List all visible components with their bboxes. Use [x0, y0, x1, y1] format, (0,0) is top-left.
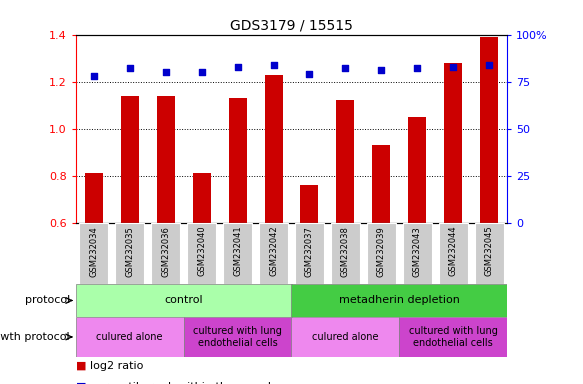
Bar [76, 284, 292, 317]
Point [269, 61, 278, 68]
Text: cultured with lung
endothelial cells: cultured with lung endothelial cells [409, 326, 498, 348]
Point [377, 67, 386, 73]
Bar [292, 284, 507, 317]
Text: GSM232037: GSM232037 [305, 226, 314, 276]
Text: ■: ■ [76, 361, 86, 371]
FancyBboxPatch shape [439, 223, 468, 284]
Point [305, 71, 314, 77]
Point [233, 63, 242, 70]
Point [161, 69, 170, 75]
Point [125, 65, 134, 71]
Text: metadherin depletion: metadherin depletion [339, 295, 460, 306]
FancyBboxPatch shape [331, 223, 360, 284]
Point [89, 73, 99, 79]
FancyBboxPatch shape [223, 223, 252, 284]
Bar [85, 173, 103, 223]
Text: GSM232036: GSM232036 [161, 226, 170, 276]
Bar [76, 317, 184, 357]
Text: ■: ■ [76, 382, 86, 384]
Text: culured alone: culured alone [312, 332, 379, 342]
Text: GSM232043: GSM232043 [413, 226, 422, 276]
Text: GSM232039: GSM232039 [377, 226, 386, 276]
Point [413, 65, 422, 71]
FancyBboxPatch shape [403, 223, 431, 284]
Text: GSM232034: GSM232034 [89, 226, 99, 276]
Point [484, 61, 494, 68]
Text: cultured with lung
endothelial cells: cultured with lung endothelial cells [193, 326, 282, 348]
FancyBboxPatch shape [259, 223, 288, 284]
Bar [121, 96, 139, 223]
Point [340, 65, 350, 71]
Point [448, 63, 458, 70]
Bar [265, 74, 283, 223]
FancyBboxPatch shape [79, 223, 108, 284]
FancyBboxPatch shape [295, 223, 324, 284]
Text: control: control [164, 295, 203, 306]
Point [197, 69, 206, 75]
Bar [184, 317, 292, 357]
Bar [192, 173, 210, 223]
FancyBboxPatch shape [115, 223, 144, 284]
Text: log2 ratio: log2 ratio [90, 361, 144, 371]
Text: GSM232035: GSM232035 [125, 226, 134, 276]
FancyBboxPatch shape [475, 223, 504, 284]
Text: GSM232041: GSM232041 [233, 226, 242, 276]
Text: growth protocol: growth protocol [0, 332, 70, 342]
FancyBboxPatch shape [152, 223, 180, 284]
Bar [373, 145, 391, 223]
Text: GSM232044: GSM232044 [449, 226, 458, 276]
Title: GDS3179 / 15515: GDS3179 / 15515 [230, 18, 353, 32]
Text: GSM232040: GSM232040 [197, 226, 206, 276]
Bar [229, 98, 247, 223]
Text: culured alone: culured alone [96, 332, 163, 342]
Bar [444, 63, 462, 223]
Bar [336, 101, 354, 223]
Text: GSM232045: GSM232045 [484, 226, 494, 276]
Bar [408, 117, 426, 223]
Bar [480, 37, 498, 223]
Bar [292, 317, 399, 357]
Text: GSM232042: GSM232042 [269, 226, 278, 276]
Text: percentile rank within the sample: percentile rank within the sample [90, 382, 278, 384]
Text: GSM232038: GSM232038 [341, 226, 350, 276]
FancyBboxPatch shape [367, 223, 396, 284]
Bar [399, 317, 507, 357]
FancyBboxPatch shape [187, 223, 216, 284]
Bar [300, 185, 318, 223]
Text: protocol: protocol [24, 295, 70, 306]
Bar [157, 96, 175, 223]
